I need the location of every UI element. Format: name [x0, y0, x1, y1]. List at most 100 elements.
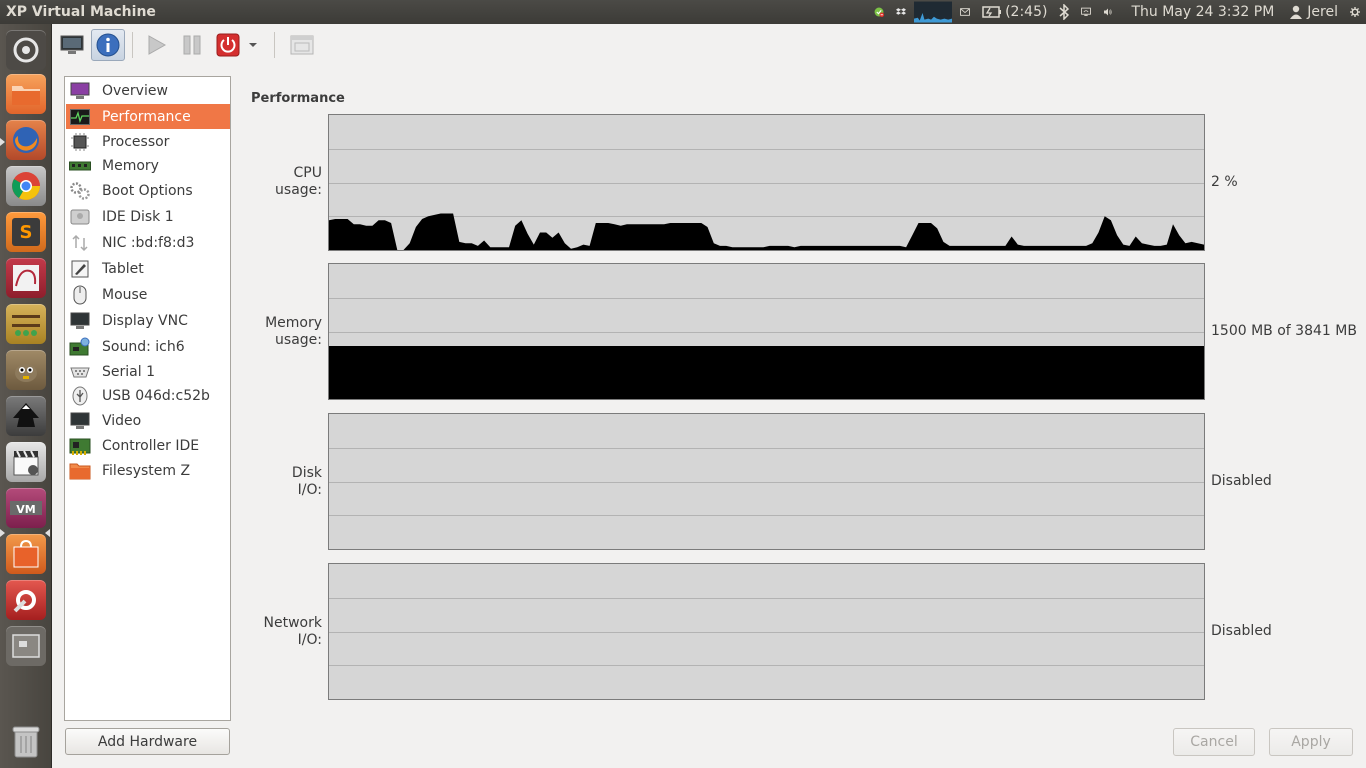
trash-icon[interactable] — [6, 721, 46, 761]
disk-usage-label: Disk I/O: — [240, 465, 322, 499]
settings-gear-icon[interactable] — [1344, 0, 1366, 24]
hardware-item-filesystem-z[interactable]: Filesystem Z — [66, 458, 230, 483]
hardware-item-label: USB 046d:c52b — [102, 387, 210, 404]
shutdown-button[interactable] — [211, 29, 245, 61]
pause-icon — [183, 35, 201, 55]
network-arrows-icon — [69, 233, 91, 253]
indicator-area: (2:45) Thu May 24 3:32 PM Jerel — [868, 0, 1366, 24]
software-center-icon[interactable] — [6, 534, 46, 574]
firefox-icon[interactable] — [6, 120, 46, 160]
hardware-item-label: Mouse — [102, 286, 148, 303]
details-info-button[interactable] — [91, 29, 125, 61]
hardware-item-memory[interactable]: Memory — [66, 153, 230, 178]
files-icon[interactable] — [6, 74, 46, 114]
hardware-item-performance[interactable]: Performance — [66, 104, 230, 129]
hardware-item-sound-ich6[interactable]: Sound: ich6 — [66, 334, 230, 359]
disk-drive-icon — [69, 207, 91, 227]
hardware-item-controller-ide[interactable]: Controller IDE — [66, 433, 230, 458]
cancel-button[interactable]: Cancel — [1173, 728, 1255, 756]
cpu-usage-area — [329, 213, 1204, 250]
clapper-board-icon[interactable] — [6, 442, 46, 482]
hardware-item-processor[interactable]: Processor — [66, 129, 230, 154]
disk-label-line1: Disk — [291, 465, 322, 481]
mysql-workbench-icon[interactable] — [6, 258, 46, 298]
hardware-item-overview[interactable]: Overview — [66, 78, 230, 103]
overview-monitor-icon — [69, 81, 91, 101]
network-graph — [328, 563, 1205, 700]
network-label-line1: Network — [263, 615, 322, 631]
virt-manager-icon[interactable]: VM — [6, 488, 46, 528]
apply-button[interactable]: Apply — [1269, 728, 1353, 756]
hardware-item-ide-disk-1[interactable]: IDE Disk 1 — [66, 204, 230, 229]
run-button[interactable] — [139, 29, 173, 61]
memory-usage-fill — [329, 346, 1204, 399]
chat-status-icon[interactable] — [868, 0, 890, 24]
user-menu[interactable]: Jerel — [1284, 0, 1344, 24]
cpu-label-line1: CPU — [293, 165, 322, 181]
cpu-usage-label: CPU usage: — [240, 165, 322, 199]
battery-indicator[interactable]: (2:45) — [976, 0, 1053, 24]
dash-home-icon[interactable] — [6, 30, 46, 70]
hardware-item-label: Sound: ich6 — [102, 338, 185, 355]
disk-graph — [328, 413, 1205, 550]
hardware-item-label: Overview — [102, 82, 168, 99]
console-monitor-button[interactable] — [55, 29, 89, 61]
top-panel: XP Virtual Machine (2:45) Thu May 24 3:3… — [0, 0, 1366, 24]
sublime-text-icon[interactable]: S — [6, 212, 46, 252]
fullscreen-button[interactable] — [285, 29, 319, 61]
clock[interactable]: Thu May 24 3:32 PM — [1131, 4, 1275, 20]
cpu-graph — [328, 114, 1205, 251]
fullscreen-icon — [290, 35, 314, 55]
launcher: S VM — [0, 24, 52, 768]
hardware-item-mouse[interactable]: Mouse — [66, 282, 230, 307]
play-icon — [148, 35, 167, 55]
boot-gears-icon — [69, 181, 91, 201]
hardware-item-nic-bd-f8-d3[interactable]: NIC :bd:f8:d3 — [66, 230, 230, 255]
hardware-item-label: Performance — [102, 108, 191, 125]
bluetooth-icon[interactable] — [1053, 0, 1075, 24]
hardware-item-video[interactable]: Video — [66, 408, 230, 433]
hardware-item-label: Video — [102, 412, 142, 429]
folder-icon — [69, 461, 91, 481]
hardware-item-usb-046d-c52b[interactable]: USB 046d:c52b — [66, 383, 230, 408]
system-settings-icon[interactable] — [6, 580, 46, 620]
gimp-icon[interactable] — [6, 350, 46, 390]
hardware-item-tablet[interactable]: Tablet — [66, 256, 230, 281]
shutdown-menu-button[interactable] — [245, 29, 261, 61]
user-icon — [1290, 5, 1303, 19]
svg-text:VM: VM — [16, 503, 35, 516]
cpu-usage-value: 2 % — [1211, 174, 1238, 190]
memory-label-line2: usage: — [275, 332, 322, 348]
dropbox-icon[interactable] — [890, 0, 912, 24]
memory-usage-label: Memory usage: — [240, 315, 322, 349]
user-name: Jerel — [1307, 4, 1338, 20]
mail-icon[interactable] — [954, 0, 976, 24]
memory-usage-value: 1500 MB of 3841 MB — [1211, 323, 1357, 339]
add-hardware-button[interactable]: Add Hardware — [65, 728, 230, 755]
hardware-item-label: Display VNC — [102, 312, 188, 329]
sound-card-icon — [69, 337, 91, 357]
hardware-item-label: Memory — [102, 157, 159, 174]
network-label-line2: I/O: — [297, 632, 322, 648]
mouse-icon — [69, 285, 91, 305]
network-graph-icon[interactable] — [912, 0, 954, 24]
hardware-item-display-vnc[interactable]: Display VNC — [66, 308, 230, 333]
cpu-history-svg — [329, 213, 1204, 250]
toolbar — [52, 24, 1366, 66]
display-icon[interactable] — [1075, 0, 1097, 24]
inkscape-icon[interactable] — [6, 396, 46, 436]
workspace-switcher-icon[interactable] — [6, 626, 46, 666]
chrome-icon[interactable] — [6, 166, 46, 206]
abacus-app-icon[interactable] — [6, 304, 46, 344]
volume-icon[interactable] — [1097, 0, 1119, 24]
hardware-item-label: IDE Disk 1 — [102, 208, 174, 225]
window-title: XP Virtual Machine — [6, 4, 156, 20]
monitor-icon — [60, 35, 84, 54]
network-usage-label: Network I/O: — [240, 615, 322, 649]
hardware-item-boot-options[interactable]: Boot Options — [66, 178, 230, 203]
disk-usage-value: Disabled — [1211, 473, 1272, 489]
hardware-item-label: Controller IDE — [102, 437, 200, 454]
pause-button[interactable] — [175, 29, 209, 61]
hardware-list: Overview Performance Processor Memory Boot O… — [64, 76, 231, 721]
hardware-item-serial-1[interactable]: Serial 1 — [66, 359, 230, 384]
